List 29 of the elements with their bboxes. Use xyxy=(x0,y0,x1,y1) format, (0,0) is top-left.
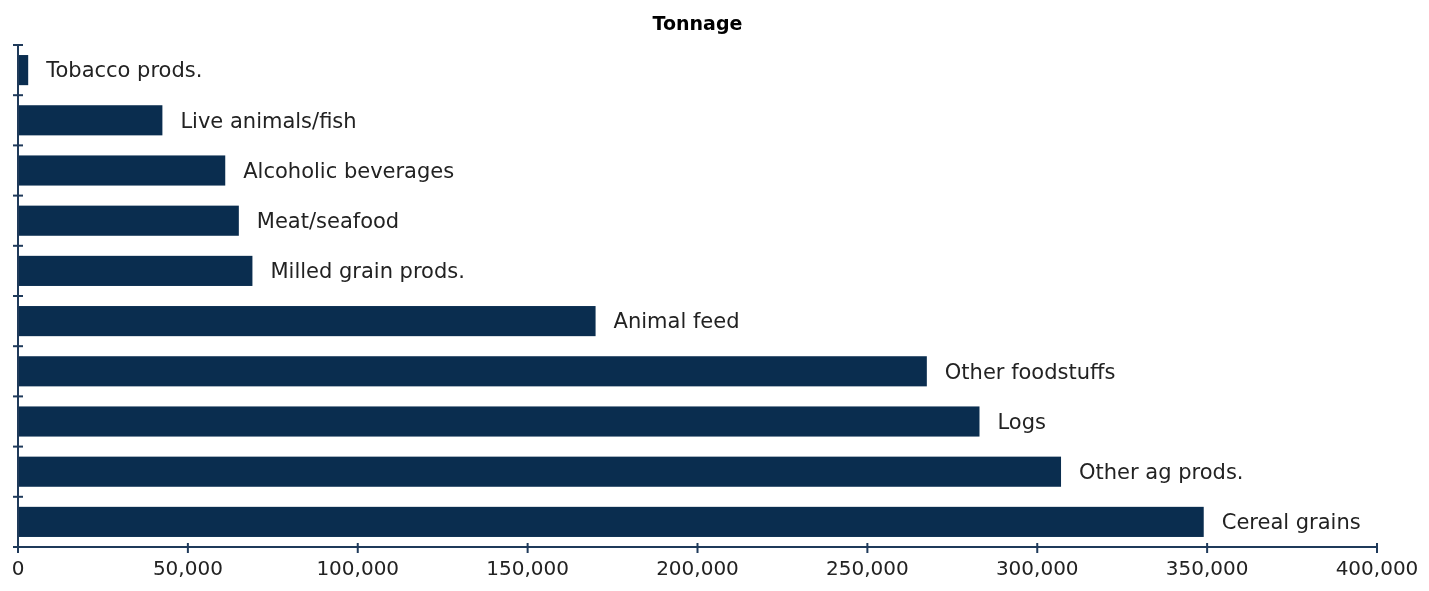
x-tick-label: 350,000 xyxy=(1165,556,1249,580)
y-tick-label: Animal feed xyxy=(613,309,740,334)
bar xyxy=(18,456,1062,487)
x-tick-label: 0 xyxy=(11,556,25,580)
x-tick-label: 400,000 xyxy=(1335,556,1419,580)
y-tick-label: Logs xyxy=(997,409,1046,434)
y-tick-label: Meat/seafood xyxy=(256,209,400,234)
y-tick-label: Alcoholic beverages xyxy=(243,158,455,183)
y-tick-label: Cereal grains xyxy=(1221,510,1361,535)
bar xyxy=(18,356,927,387)
chart-title: Tonnage xyxy=(652,12,743,34)
x-tick-label: 100,000 xyxy=(316,556,400,580)
y-tick-label: Live animals/fish xyxy=(180,108,357,133)
x-tick-label: 300,000 xyxy=(995,556,1079,580)
y-tick-label: Other ag prods. xyxy=(1079,460,1244,485)
x-tick-label: 50,000 xyxy=(152,556,223,580)
y-tick-label: Tobacco prods. xyxy=(45,58,203,83)
y-tick-label: Other foodstuffs xyxy=(944,359,1116,384)
x-tick-label: 200,000 xyxy=(656,556,739,580)
x-tick-label: 250,000 xyxy=(826,556,909,580)
bar xyxy=(18,406,980,437)
bar xyxy=(18,506,1204,537)
y-tick-label: Milled grain prods. xyxy=(270,259,465,284)
bar xyxy=(18,255,253,286)
bar xyxy=(18,155,226,186)
bar xyxy=(18,105,163,136)
bar xyxy=(18,205,239,236)
bar xyxy=(18,306,596,337)
x-tick-label: 150,000 xyxy=(486,556,569,580)
